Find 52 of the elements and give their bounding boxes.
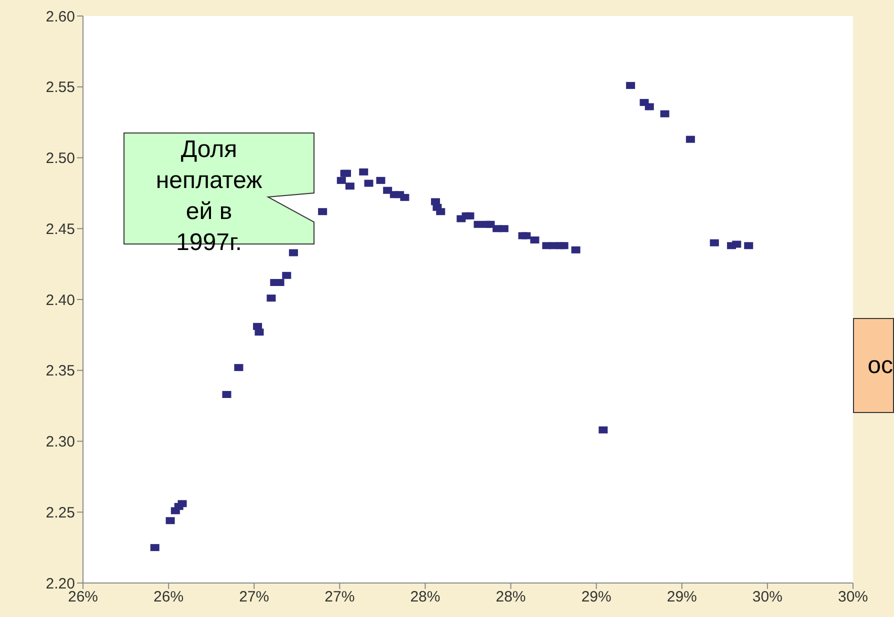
y-tick-label: 2.50 bbox=[46, 150, 75, 168]
x-tick-label: 29% bbox=[666, 588, 697, 606]
point bbox=[222, 390, 232, 398]
point bbox=[266, 294, 276, 302]
point bbox=[359, 168, 368, 176]
x-tick-label: 26% bbox=[154, 588, 184, 606]
point bbox=[178, 500, 187, 508]
point bbox=[383, 186, 392, 194]
point bbox=[166, 517, 175, 524]
x-tick-label: 28% bbox=[410, 588, 440, 606]
point bbox=[345, 182, 354, 190]
point bbox=[732, 240, 742, 248]
y-tick-label: 2.45 bbox=[46, 220, 75, 238]
point bbox=[150, 544, 160, 552]
point bbox=[559, 242, 568, 250]
x-tick-label: 30% bbox=[752, 588, 782, 606]
point bbox=[282, 272, 292, 279]
point bbox=[486, 220, 495, 228]
point bbox=[499, 225, 508, 232]
point bbox=[686, 136, 695, 143]
point bbox=[660, 110, 670, 118]
x-tick-label: 30% bbox=[838, 588, 868, 606]
x-tick-label: 27% bbox=[324, 588, 355, 606]
y-tick-label: 2.30 bbox=[46, 434, 75, 451]
y-tick-label: 2.25 bbox=[46, 504, 75, 522]
point bbox=[364, 180, 374, 187]
y-tick-label: 2.35 bbox=[46, 362, 75, 380]
point bbox=[626, 82, 636, 89]
point bbox=[318, 208, 328, 216]
point bbox=[376, 176, 386, 184]
point bbox=[571, 246, 580, 254]
point bbox=[254, 328, 264, 336]
x-tick-label: 27% bbox=[239, 588, 270, 606]
y-tick-label: 2.40 bbox=[46, 292, 75, 309]
y-tick-label: 2.55 bbox=[46, 79, 75, 96]
point bbox=[436, 208, 446, 216]
point bbox=[530, 236, 540, 244]
point bbox=[474, 220, 483, 228]
point bbox=[744, 242, 754, 250]
point bbox=[400, 194, 410, 201]
x-tick-label: 28% bbox=[496, 588, 526, 606]
point bbox=[522, 232, 531, 240]
point bbox=[465, 212, 474, 220]
point bbox=[710, 239, 719, 246]
x-tick-label: 29% bbox=[581, 588, 612, 606]
point bbox=[288, 249, 298, 256]
point bbox=[336, 176, 346, 184]
text: ос bbox=[853, 318, 894, 413]
y-tick-label: 2.60 bbox=[46, 8, 75, 26]
point bbox=[234, 364, 244, 372]
point bbox=[644, 103, 654, 110]
point bbox=[598, 426, 608, 434]
